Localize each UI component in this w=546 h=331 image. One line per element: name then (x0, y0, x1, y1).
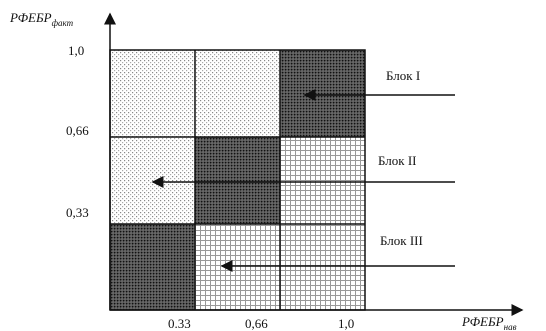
y-axis-label: РФЕБРфакт (9, 10, 74, 28)
label-main: РФЕБР (9, 10, 52, 25)
cell (280, 224, 365, 310)
label-main: РФЕБР (461, 314, 504, 329)
y-tick-label: 0,33 (66, 205, 89, 220)
cell (280, 50, 365, 137)
cell (110, 50, 195, 137)
label-sub: факт (52, 18, 74, 28)
cell (280, 137, 365, 224)
x-tick-label: 1,0 (338, 316, 354, 331)
block-label: Блок III (380, 233, 423, 248)
x-tick-label: 0,66 (245, 316, 268, 331)
cell (195, 224, 280, 310)
matrix (109, 49, 366, 311)
cell (110, 137, 195, 224)
cell (195, 50, 280, 137)
block-label: Блок I (386, 68, 420, 83)
x-axis-label: РФЕБРнав (461, 314, 517, 331)
block-label: Блок II (378, 153, 417, 168)
cell (195, 137, 280, 224)
y-tick-label: 1,0 (68, 43, 84, 58)
cell (110, 224, 195, 310)
x-tick-label: 0.33 (168, 316, 191, 331)
label-sub: нав (504, 322, 517, 331)
y-tick-label: 0,66 (66, 123, 89, 138)
